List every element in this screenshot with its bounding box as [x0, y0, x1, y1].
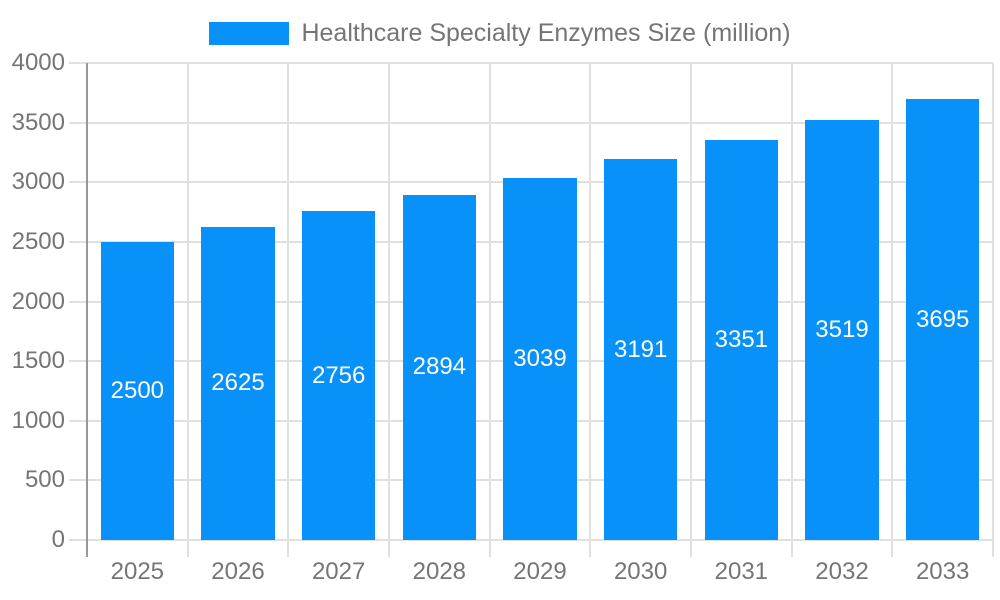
x-gridline — [589, 63, 592, 557]
bar-value-label: 3191 — [613, 335, 668, 363]
x-tick-label: 2030 — [613, 558, 668, 585]
x-gridline — [488, 63, 491, 557]
legend-label: Healthcare Specialty Enzymes Size (milli… — [301, 18, 791, 47]
bar-value-label: 2500 — [110, 376, 165, 404]
bar-2033[interactable]: 3695 — [905, 99, 980, 540]
y-axis-line — [86, 63, 88, 557]
y-tick-label: 2000 — [11, 287, 65, 315]
bar-2031[interactable]: 3351 — [704, 140, 779, 540]
x-gridline — [690, 63, 692, 557]
x-gridline — [388, 63, 390, 557]
y-tick-label: 3000 — [11, 168, 65, 196]
bar-value-label: 2625 — [211, 369, 265, 397]
bar-value-label: 2756 — [311, 361, 366, 389]
x-gridline — [992, 63, 994, 557]
bar-2029[interactable]: 3039 — [503, 177, 577, 540]
x-tick-label: 2025 — [110, 558, 165, 585]
y-tick-label: 3500 — [11, 108, 65, 136]
y-tick-label: 500 — [24, 466, 65, 494]
bar-2028[interactable]: 2894 — [402, 194, 477, 540]
bar-value-label: 3039 — [513, 344, 567, 372]
bar-value-label: 3695 — [915, 305, 970, 333]
x-gridline — [287, 63, 290, 557]
y-tick-label: 4000 — [11, 49, 65, 76]
bar-value-label: 3519 — [815, 316, 869, 344]
bar-value-label: 3351 — [714, 326, 769, 354]
x-gridline — [790, 63, 793, 557]
bar-2025[interactable]: 2500 — [100, 241, 175, 540]
y-gridline — [69, 539, 993, 541]
x-tick-label: 2026 — [211, 558, 265, 585]
chart-legend: Healthcare Specialty Enzymes Size (milli… — [0, 18, 1000, 48]
y-tick-label: 1000 — [11, 406, 65, 434]
x-tick-label: 2031 — [714, 558, 769, 585]
x-tick-label: 2033 — [915, 558, 970, 585]
y-gridline — [69, 62, 993, 64]
x-tick-label: 2027 — [311, 558, 366, 585]
x-gridline — [891, 63, 894, 557]
y-tick-label: 1500 — [11, 347, 65, 375]
bar-2027[interactable]: 2756 — [301, 211, 376, 540]
x-tick-label: 2032 — [815, 558, 869, 585]
x-tick-label: 2029 — [513, 558, 567, 585]
y-gridline — [69, 121, 993, 124]
x-gridline — [186, 63, 189, 557]
bar-2032[interactable]: 3519 — [805, 120, 879, 540]
x-tick-label: 2028 — [412, 558, 467, 585]
legend-swatch — [209, 21, 290, 45]
bar-2030[interactable]: 3191 — [603, 159, 678, 540]
y-tick-label: 0 — [51, 526, 65, 553]
y-tick-label: 2500 — [11, 227, 65, 255]
bar-2026[interactable]: 2625 — [201, 226, 275, 540]
bar-value-label: 2894 — [412, 353, 467, 381]
